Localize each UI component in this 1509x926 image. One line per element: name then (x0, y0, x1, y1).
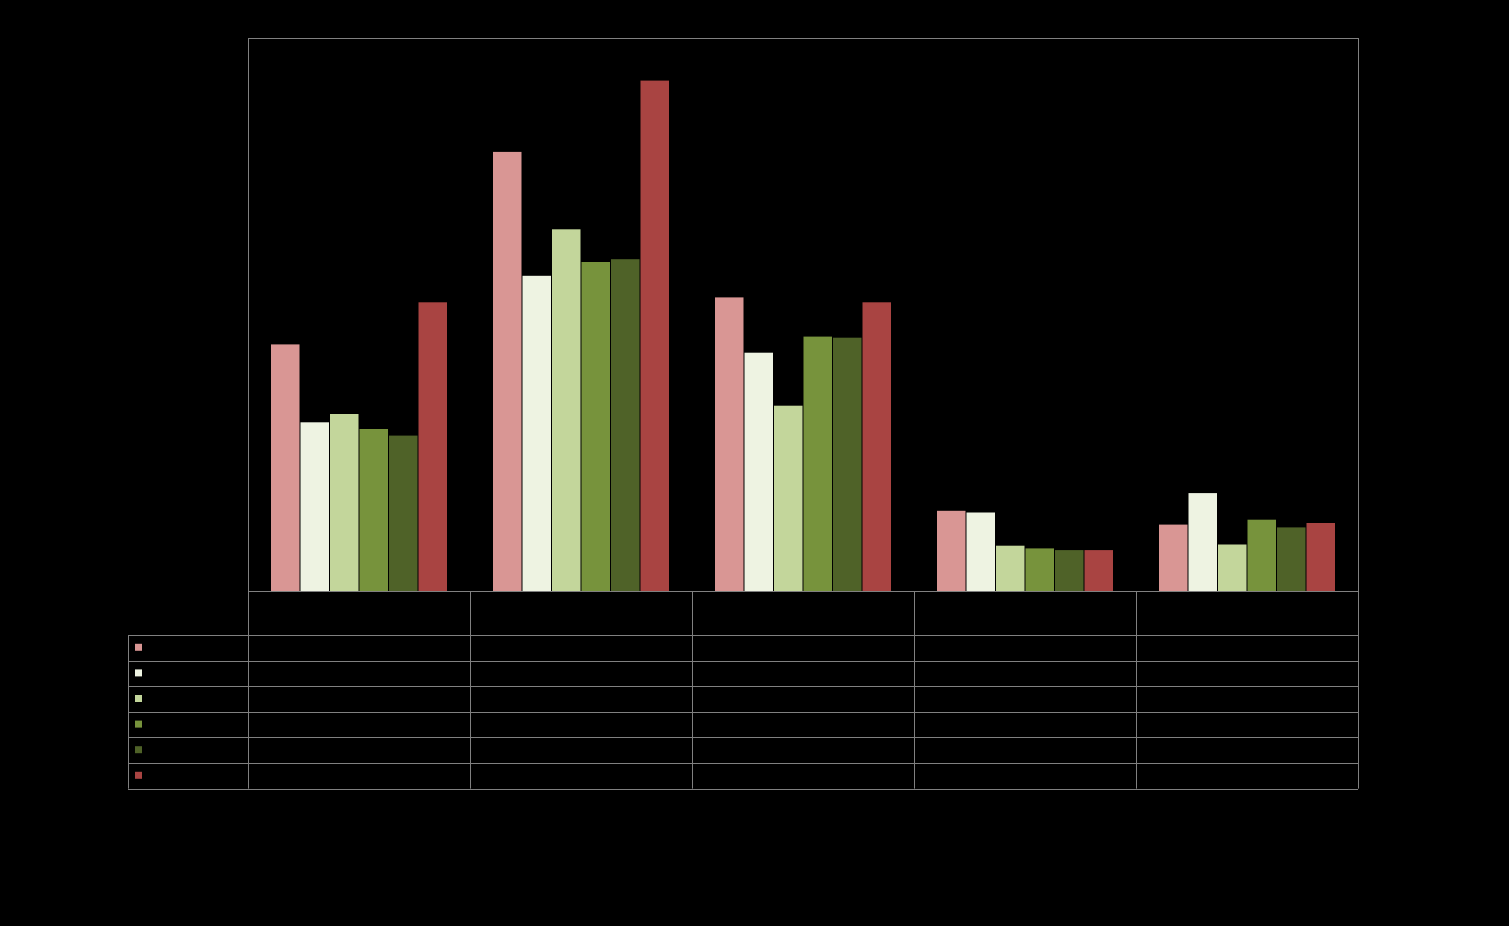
bar-series-2-category-3 (744, 352, 773, 591)
legend-key-series-6 (135, 771, 142, 779)
bar-series-5-category-1 (389, 435, 418, 591)
bar-series-1-category-2 (493, 151, 522, 591)
bar-series-1-category-5 (1159, 524, 1188, 591)
bar-series-4-category-5 (1247, 519, 1276, 591)
bar-series-4-category-4 (1025, 548, 1054, 591)
bar-series-6-category-4 (1084, 550, 1113, 591)
bar-series-4-category-1 (359, 429, 388, 591)
bar-series-2-category-4 (966, 512, 995, 591)
bar-series-2-category-1 (300, 422, 329, 591)
bar-series-1-category-4 (937, 510, 966, 591)
bar-series-5-category-5 (1277, 527, 1306, 591)
bar-series-6-category-2 (640, 80, 669, 591)
bar-series-3-category-1 (330, 414, 359, 591)
bar-series-2-category-2 (522, 275, 551, 591)
bar-series-6-category-1 (418, 302, 447, 591)
bar-series-1-category-1 (271, 344, 300, 591)
bar-series-4-category-2 (581, 262, 610, 591)
data-table (128, 591, 1359, 790)
bar-series-3-category-2 (552, 229, 581, 592)
bar-series-6-category-3 (862, 302, 891, 591)
bar-series-5-category-2 (611, 259, 640, 591)
legend-key-series-1 (135, 643, 142, 651)
bar-series-5-category-3 (833, 337, 862, 591)
legend-key-series-5 (135, 746, 142, 754)
legend-key-series-3 (135, 695, 142, 702)
bar-series-4-category-3 (803, 336, 832, 591)
bar-series-6-category-5 (1306, 523, 1335, 591)
bars-group (271, 80, 1335, 592)
legend-key-series-2 (135, 669, 142, 677)
bar-series-1-category-3 (715, 297, 744, 591)
bar-series-3-category-3 (774, 405, 803, 591)
bar-series-3-category-5 (1218, 544, 1247, 591)
bar-series-5-category-4 (1055, 550, 1084, 591)
legend-key-series-4 (135, 720, 142, 728)
bar-series-2-category-5 (1188, 493, 1217, 591)
bar-series-3-category-4 (996, 545, 1025, 591)
